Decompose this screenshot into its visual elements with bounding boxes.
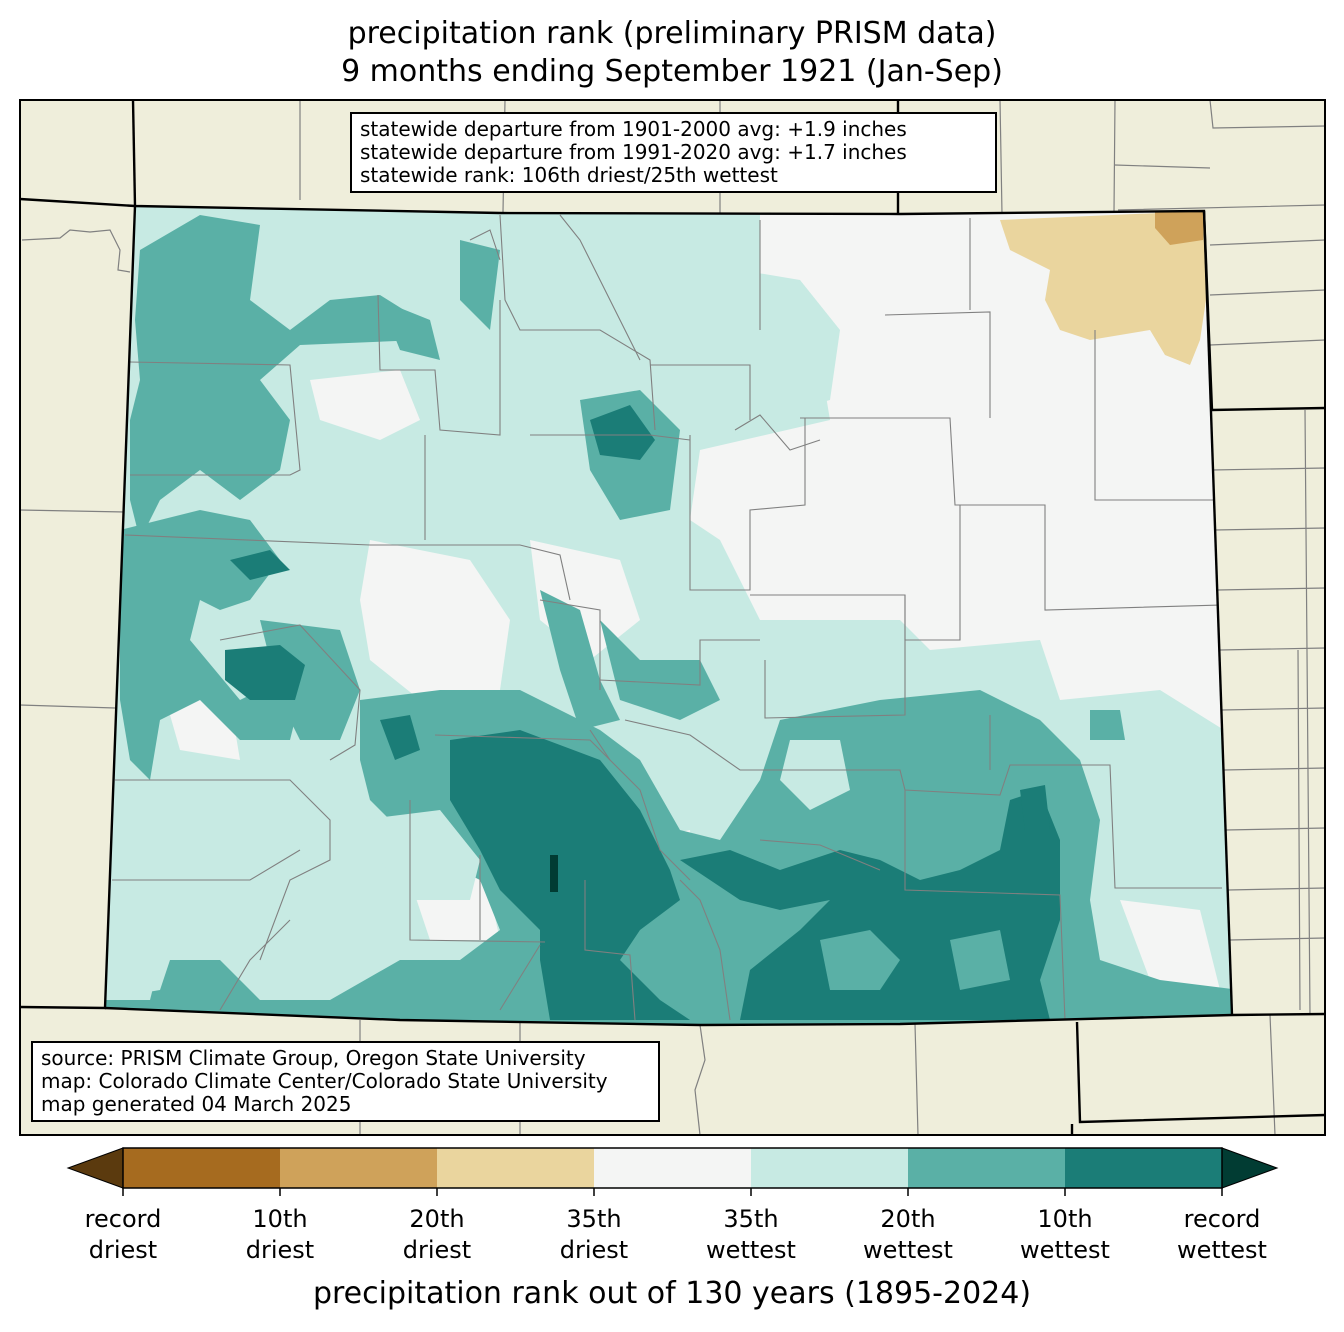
map-title-line2: 9 months ending September 1921 (Jan-Sep) (341, 54, 1003, 89)
tick-label-line1: 20th (409, 1205, 465, 1233)
source-line-prism: source: PRISM Climate Group, Oregon Stat… (41, 1046, 586, 1070)
colorado-rank-field (105, 206, 1232, 1025)
colorbar-segment (1065, 1148, 1223, 1188)
source-line-map: map: Colorado Climate Center/Colorado St… (41, 1069, 608, 1093)
colorbar-tick-label: 10th driest (210, 1204, 350, 1266)
colorbar-border (122, 1147, 1223, 1189)
tick-label-line2: driest (559, 1236, 629, 1264)
colorbar-segment (594, 1148, 752, 1188)
source-box: source: PRISM Climate Group, Oregon Stat… (31, 1041, 660, 1122)
tick-label-line1: 10th (1037, 1205, 1093, 1233)
tick-label-line1: 10th (252, 1205, 308, 1233)
tick-label-line1: 35th (566, 1205, 622, 1233)
colorbar-extend-low (66, 1147, 124, 1189)
tick-label-line2: wettest (863, 1236, 953, 1264)
tick-label-line1: 35th (723, 1205, 779, 1233)
colorbar-segment (751, 1148, 909, 1188)
tick-label-line2: wettest (1177, 1236, 1267, 1264)
colorbar-tick-label: 35th driest (524, 1204, 664, 1266)
tick-label-line2: driest (402, 1236, 472, 1264)
colorbar-tick-label: 20th driest (367, 1204, 507, 1266)
colorbar-tick-label: 35th wettest (681, 1204, 821, 1266)
colorbar-segment (123, 1148, 281, 1188)
stats-line-1901-2000: statewide departure from 1901-2000 avg: … (360, 117, 907, 141)
state-boundaries (19, 99, 1326, 1135)
colorbar-segment (437, 1148, 595, 1188)
tick-label-line2: wettest (706, 1236, 796, 1264)
colorbar-tick-label: record driest (53, 1204, 193, 1266)
county-lines (112, 214, 1222, 1021)
colorbar-tick-label: 20th wettest (838, 1204, 978, 1266)
tick-label-line2: driest (88, 1236, 158, 1264)
map-frame (19, 99, 1326, 1136)
tick-label-line1: record (84, 1205, 162, 1233)
tick-label-line1: record (1183, 1205, 1261, 1233)
map-title-line1: precipitation rank (preliminary PRISM da… (347, 16, 997, 51)
colorbar-title: precipitation rank out of 130 years (189… (312, 1276, 1032, 1311)
stats-line-rank: statewide rank: 106th driest/25th wettes… (360, 163, 778, 187)
colorbar-tick-label: 10th wettest (995, 1204, 1135, 1266)
source-line-generated: map generated 04 March 2025 (41, 1092, 352, 1116)
tick-label-line2: driest (245, 1236, 315, 1264)
statewide-stats-box: statewide departure from 1901-2000 avg: … (350, 112, 997, 193)
colorbar-segment (280, 1148, 438, 1188)
tick-label-line2: wettest (1020, 1236, 1110, 1264)
colorbar (66, 1147, 1279, 1196)
colorbar-segment (908, 1148, 1066, 1188)
colorbar-extend-high (1221, 1147, 1279, 1189)
stats-line-1991-2020: statewide departure from 1991-2020 avg: … (360, 140, 907, 164)
tick-label-line1: 20th (880, 1205, 936, 1233)
colorbar-tick-label: record wettest (1152, 1204, 1292, 1266)
